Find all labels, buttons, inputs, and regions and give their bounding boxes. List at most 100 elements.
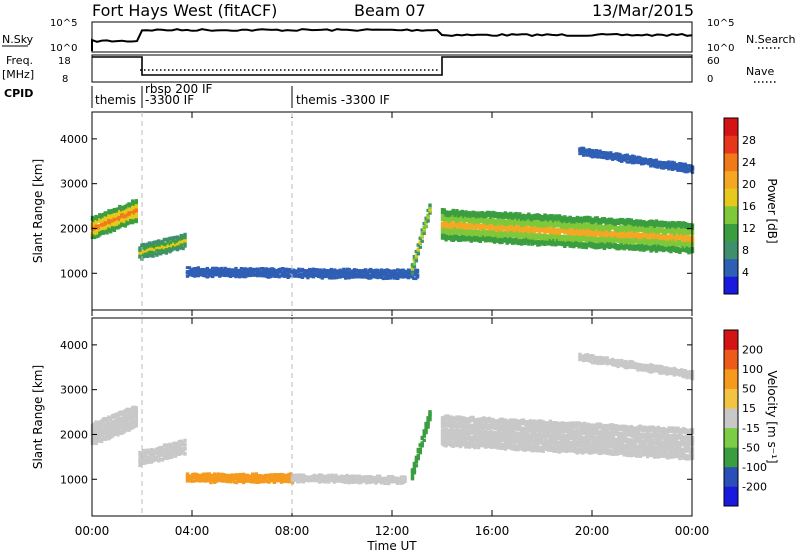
- range-cell: [584, 236, 589, 243]
- range-cell: [652, 161, 657, 165]
- range-cell: [572, 429, 576, 436]
- range-cell: [162, 249, 167, 254]
- range-cell: [232, 272, 236, 276]
- colorbar-tick-label: 28: [742, 134, 756, 147]
- range-cell: [568, 215, 572, 223]
- range-cell: [651, 425, 655, 432]
- range-cell: [256, 474, 260, 478]
- range-cell: [143, 458, 148, 463]
- range-cell: [473, 429, 477, 437]
- range-cell: [500, 432, 504, 439]
- range-cell: [527, 232, 531, 240]
- range-cell: [114, 427, 118, 433]
- range-cell: [631, 238, 635, 246]
- range-cell: [125, 422, 129, 428]
- range-cell: [545, 439, 549, 446]
- range-cell: [645, 221, 650, 228]
- range-cell: [660, 220, 664, 227]
- range-cell: [649, 425, 653, 432]
- range-cell: [243, 477, 248, 480]
- range-cell: [127, 416, 131, 422]
- range-cell: [516, 224, 520, 231]
- range-cell: [683, 222, 687, 229]
- range-cell: [575, 448, 580, 455]
- range-cell: [609, 223, 614, 230]
- range-cell: [157, 453, 161, 458]
- range-cell: [332, 476, 336, 479]
- range-cell: [175, 241, 180, 246]
- range-cell: [410, 468, 415, 472]
- range-cell: [299, 479, 304, 483]
- range-cell: [599, 241, 603, 249]
- range-cell: [525, 439, 529, 446]
- range-cell: [410, 266, 415, 270]
- range-cell: [653, 221, 657, 228]
- range-cell: [559, 239, 563, 246]
- range-cell: [110, 420, 115, 426]
- range-cell: [240, 477, 244, 481]
- range-cell: [584, 446, 589, 454]
- range-cell: [462, 429, 466, 437]
- range-cell: [401, 272, 405, 275]
- range-cell: [582, 421, 587, 429]
- range-cell: [263, 478, 267, 481]
- range-cell: [518, 226, 522, 233]
- range-cell: [669, 239, 673, 246]
- range-cell: [505, 425, 509, 432]
- range-cell: [187, 273, 191, 277]
- range-cell: [449, 210, 454, 217]
- range-cell: [354, 479, 358, 482]
- range-cell: [539, 234, 544, 241]
- range-cell: [507, 425, 511, 433]
- range-cell: [291, 271, 296, 275]
- range-cell: [617, 236, 621, 243]
- range-cell: [227, 477, 231, 481]
- range-cell: [581, 354, 586, 357]
- range-cell: [624, 226, 628, 233]
- range-cell: [323, 478, 327, 481]
- range-cell: [234, 271, 238, 275]
- range-cell: [298, 473, 302, 476]
- range-cell: [644, 425, 648, 433]
- range-cell: [205, 478, 210, 481]
- range-cell: [203, 273, 208, 277]
- range-cell: [203, 477, 208, 481]
- noise-panel: N.Sky 10^5 10^0 10^5 10^0 N.Search: [2, 18, 796, 54]
- range-cell: [229, 473, 233, 477]
- range-cell: [157, 449, 161, 453]
- range-cell: [507, 437, 511, 444]
- range-cell: [647, 366, 651, 369]
- range-cell: [403, 269, 407, 273]
- range-cell: [581, 356, 586, 359]
- range-cell: [653, 426, 657, 433]
- range-cell: [527, 227, 531, 234]
- range-cell: [487, 435, 491, 442]
- range-cell: [572, 228, 576, 235]
- range-cell: [616, 156, 620, 159]
- range-cell: [669, 367, 673, 370]
- range-cell: [595, 216, 599, 223]
- range-cell: [245, 267, 249, 271]
- range-cell: [613, 449, 617, 456]
- range-cell: [678, 221, 682, 228]
- range-cell: [579, 240, 583, 247]
- range-cell: [365, 475, 369, 479]
- colorbar-swatch: [724, 486, 738, 507]
- range-cell: [162, 454, 167, 459]
- range-cell: [255, 267, 260, 271]
- range-cell: [647, 364, 651, 368]
- range-cell: [503, 211, 508, 218]
- range-cell: [687, 223, 691, 230]
- range-cell: [584, 215, 589, 223]
- range-cell: [528, 237, 533, 244]
- range-cell: [514, 231, 518, 238]
- range-cell: [321, 478, 325, 482]
- range-cell: [213, 477, 217, 480]
- range-cell: [343, 475, 347, 478]
- range-cell: [573, 235, 578, 242]
- range-cell: [232, 480, 237, 484]
- range-cell: [442, 427, 446, 434]
- range-cell: [593, 447, 598, 454]
- range-cell: [129, 420, 133, 426]
- range-cell: [561, 446, 565, 453]
